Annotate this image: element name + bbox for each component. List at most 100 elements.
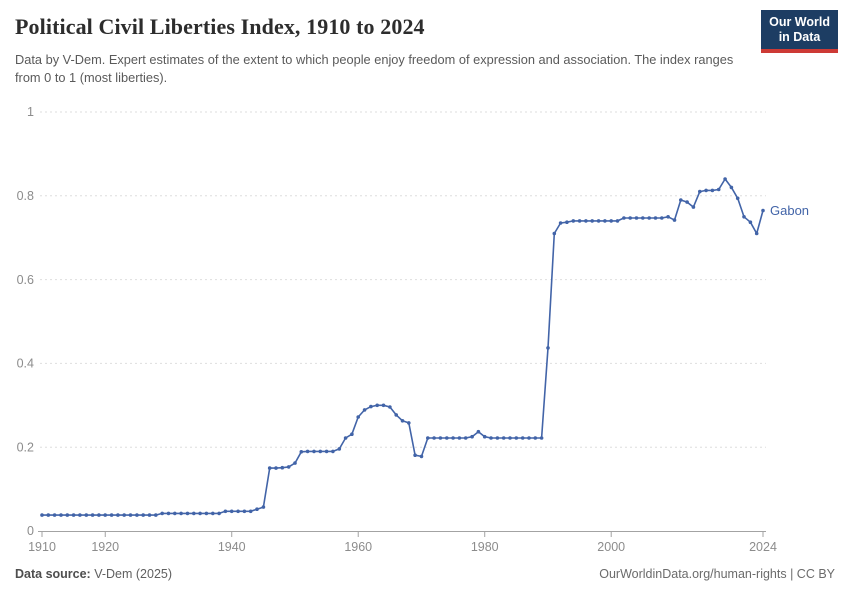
gabon-data-point[interactable] bbox=[571, 219, 576, 223]
gabon-data-point[interactable] bbox=[609, 219, 613, 223]
gabon-data-point[interactable] bbox=[299, 450, 304, 454]
gabon-data-point[interactable] bbox=[514, 436, 519, 440]
gabon-data-point[interactable] bbox=[470, 434, 474, 439]
gabon-data-point[interactable] bbox=[97, 513, 101, 517]
gabon-data-point[interactable] bbox=[204, 511, 209, 516]
gabon-data-point[interactable] bbox=[577, 219, 582, 223]
gabon-data-point[interactable] bbox=[508, 436, 512, 440]
gabon-data-point[interactable] bbox=[413, 453, 417, 458]
gabon-data-point[interactable] bbox=[223, 509, 228, 514]
gabon-line[interactable] bbox=[41, 178, 764, 516]
gabon-data-point[interactable] bbox=[622, 216, 626, 220]
gabon-data-point[interactable] bbox=[90, 513, 95, 517]
gabon-data-point[interactable] bbox=[388, 405, 392, 409]
gabon-data-point[interactable] bbox=[362, 408, 367, 412]
gabon-data-point[interactable] bbox=[754, 231, 759, 236]
gabon-data-point[interactable] bbox=[394, 413, 399, 417]
gabon-data-point[interactable] bbox=[185, 511, 190, 516]
gabon-data-point[interactable] bbox=[128, 513, 133, 517]
gabon-data-point[interactable] bbox=[520, 436, 525, 440]
gabon-data-point[interactable] bbox=[704, 188, 708, 193]
gabon-data-point[interactable] bbox=[261, 505, 266, 509]
gabon-data-point[interactable] bbox=[274, 466, 278, 470]
gabon-data-point[interactable] bbox=[729, 185, 734, 190]
gabon-data-point[interactable] bbox=[40, 513, 44, 517]
gabon-data-point[interactable] bbox=[356, 415, 361, 419]
gabon-data-point[interactable] bbox=[546, 346, 550, 350]
gabon-data-point[interactable] bbox=[482, 434, 487, 439]
gabon-data-point[interactable] bbox=[286, 465, 291, 469]
gabon-data-point[interactable] bbox=[305, 449, 310, 454]
gabon-data-point[interactable] bbox=[255, 507, 259, 512]
gabon-data-point[interactable] bbox=[217, 511, 221, 516]
gabon-data-point[interactable] bbox=[761, 208, 765, 213]
gabon-data-point[interactable] bbox=[691, 205, 696, 209]
gabon-data-point[interactable] bbox=[407, 421, 411, 425]
gabon-data-point[interactable] bbox=[400, 419, 405, 423]
gabon-data-point[interactable] bbox=[698, 189, 702, 194]
gabon-data-point[interactable] bbox=[660, 216, 664, 220]
gabon-data-point[interactable] bbox=[527, 436, 531, 440]
gabon-data-point[interactable] bbox=[552, 231, 557, 236]
gabon-data-point[interactable] bbox=[748, 220, 753, 224]
gabon-data-point[interactable] bbox=[634, 216, 639, 220]
gabon-data-point[interactable] bbox=[653, 216, 658, 220]
gabon-data-point[interactable] bbox=[445, 436, 449, 440]
gabon-data-point[interactable] bbox=[457, 436, 462, 440]
gabon-series-label[interactable]: Gabon bbox=[770, 203, 809, 218]
gabon-data-point[interactable] bbox=[141, 513, 145, 517]
gabon-data-point[interactable] bbox=[337, 447, 342, 451]
gabon-data-point[interactable] bbox=[103, 513, 107, 517]
gabon-data-point[interactable] bbox=[122, 513, 126, 517]
gabon-data-point[interactable] bbox=[109, 513, 114, 517]
gabon-data-point[interactable] bbox=[710, 188, 715, 193]
gabon-data-point[interactable] bbox=[463, 436, 468, 440]
gabon-data-point[interactable] bbox=[52, 513, 57, 517]
footer-link[interactable]: OurWorldinData.org/human-rights | CC BY bbox=[599, 567, 835, 581]
gabon-data-point[interactable] bbox=[641, 216, 645, 220]
gabon-data-point[interactable] bbox=[647, 216, 651, 220]
gabon-data-point[interactable] bbox=[628, 216, 632, 220]
gabon-data-point[interactable] bbox=[489, 436, 493, 440]
gabon-data-point[interactable] bbox=[596, 219, 601, 223]
gabon-data-point[interactable] bbox=[331, 449, 335, 454]
gabon-data-point[interactable] bbox=[147, 513, 152, 517]
gabon-data-point[interactable] bbox=[236, 509, 240, 514]
gabon-data-point[interactable] bbox=[343, 436, 348, 440]
gabon-data-point[interactable] bbox=[615, 219, 620, 223]
owid-logo[interactable]: Our World in Data bbox=[761, 10, 838, 53]
gabon-data-point[interactable] bbox=[324, 449, 329, 454]
gabon-data-point[interactable] bbox=[84, 513, 89, 517]
gabon-data-point[interactable] bbox=[375, 403, 380, 408]
gabon-data-point[interactable] bbox=[369, 404, 373, 409]
gabon-data-point[interactable] bbox=[685, 200, 689, 204]
gabon-data-point[interactable] bbox=[154, 513, 158, 517]
gabon-data-point[interactable] bbox=[679, 198, 683, 202]
gabon-data-point[interactable] bbox=[318, 449, 323, 454]
gabon-data-point[interactable] bbox=[248, 509, 253, 514]
gabon-data-point[interactable] bbox=[192, 511, 196, 516]
gabon-data-point[interactable] bbox=[451, 436, 455, 440]
gabon-data-point[interactable] bbox=[59, 513, 63, 517]
gabon-data-point[interactable] bbox=[78, 513, 82, 517]
gabon-data-point[interactable] bbox=[166, 511, 171, 516]
gabon-data-point[interactable] bbox=[419, 454, 424, 459]
gabon-data-point[interactable] bbox=[735, 196, 740, 201]
gabon-data-point[interactable] bbox=[71, 513, 76, 517]
gabon-data-point[interactable] bbox=[432, 436, 436, 440]
gabon-data-point[interactable] bbox=[476, 429, 481, 434]
gabon-data-point[interactable] bbox=[438, 436, 443, 440]
gabon-data-point[interactable] bbox=[350, 432, 354, 437]
gabon-data-point[interactable] bbox=[426, 436, 430, 440]
gabon-data-point[interactable] bbox=[280, 465, 285, 470]
gabon-data-point[interactable] bbox=[179, 511, 183, 516]
gabon-data-point[interactable] bbox=[495, 436, 500, 440]
gabon-data-point[interactable] bbox=[603, 219, 607, 223]
gabon-data-point[interactable] bbox=[666, 215, 670, 219]
gabon-data-point[interactable] bbox=[160, 511, 164, 516]
gabon-data-point[interactable] bbox=[312, 449, 316, 454]
gabon-data-point[interactable] bbox=[742, 215, 746, 219]
gabon-data-point[interactable] bbox=[501, 436, 506, 440]
gabon-data-point[interactable] bbox=[267, 466, 272, 470]
